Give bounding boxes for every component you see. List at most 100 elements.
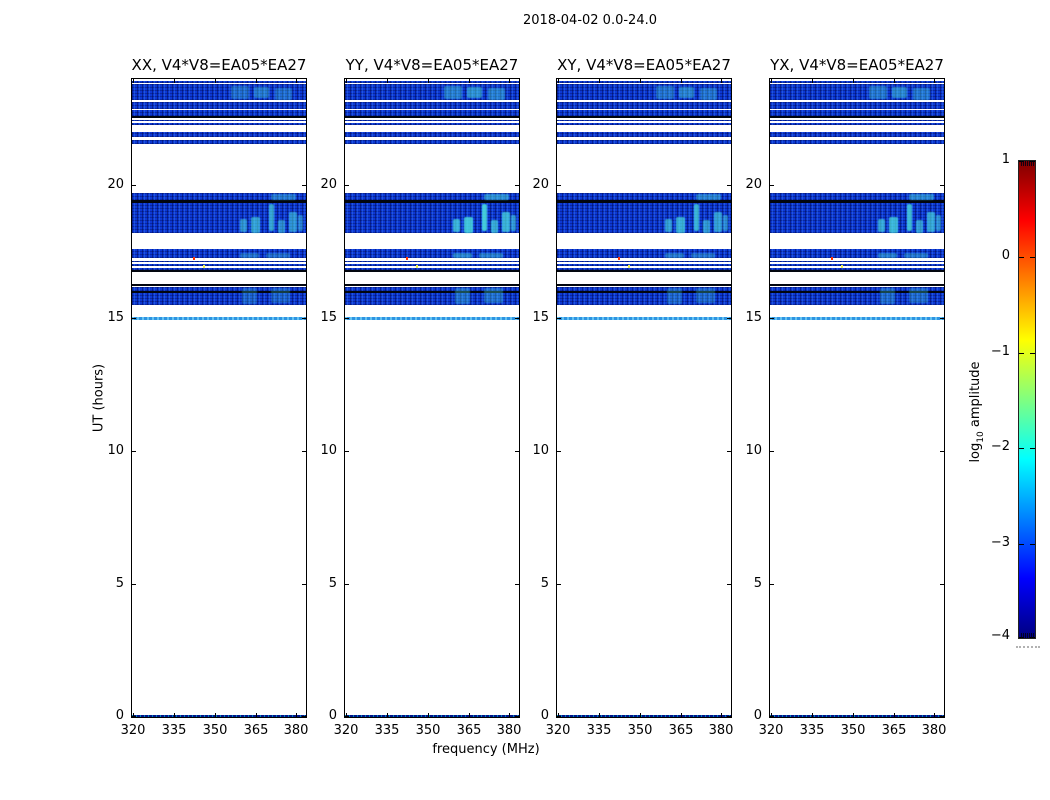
- y-tick: [132, 318, 136, 319]
- x-tick-label: 335: [374, 723, 400, 738]
- x-tick: [894, 713, 895, 717]
- colorbar-minor-tick: [1033, 161, 1034, 166]
- x-tick: [296, 79, 297, 83]
- x-tick: [509, 713, 510, 717]
- rfi-dot: [406, 257, 409, 261]
- spectrum-band-blue: [557, 193, 731, 201]
- x-tick-label: 365: [456, 723, 482, 738]
- y-tick: [345, 451, 349, 452]
- colorbar-tick: [1019, 257, 1024, 258]
- y-tick: [727, 451, 731, 452]
- rfi-streak: [891, 86, 908, 99]
- y-tick-label: 15: [532, 310, 549, 325]
- spectrum-band-blue: [557, 268, 731, 271]
- colorbar-minor-tick: [1021, 633, 1022, 638]
- x-tick: [640, 79, 641, 83]
- x-tick: [469, 713, 470, 717]
- x-tick: [721, 79, 722, 83]
- spectrum-band-blue: [345, 193, 519, 201]
- y-tick: [557, 185, 561, 186]
- x-tick: [681, 79, 682, 83]
- y-tick: [940, 318, 944, 319]
- rfi-dot: [841, 265, 844, 269]
- y-tick: [770, 584, 774, 585]
- x-tick-label: 365: [881, 723, 907, 738]
- colorbar-tick: [1030, 637, 1035, 638]
- rfi-streak: [723, 214, 729, 231]
- spectrum-band-blue: [770, 119, 944, 122]
- y-tick: [302, 185, 306, 186]
- y-tick: [345, 716, 349, 717]
- x-tick-label: 335: [161, 723, 187, 738]
- y-tick: [557, 584, 561, 585]
- spectrum-band-blue: [132, 110, 306, 117]
- y-tick: [515, 451, 519, 452]
- y-tick: [302, 716, 306, 717]
- y-tick: [302, 584, 306, 585]
- spectrum-band-blue: [557, 110, 731, 117]
- rfi-streak: [278, 219, 286, 233]
- spectrum-band-navy: [770, 714, 944, 717]
- rfi-dot: [618, 257, 621, 261]
- y-tick: [515, 716, 519, 717]
- spectrum-band-lightblue: [557, 316, 731, 321]
- x-tick: [256, 713, 257, 717]
- x-tick: [133, 713, 134, 717]
- colorbar: [1018, 160, 1036, 639]
- spectrum-band-black: [345, 200, 519, 204]
- rfi-streak: [251, 217, 260, 233]
- x-tick: [387, 79, 388, 83]
- x-tick-label: 350: [627, 723, 653, 738]
- spectrum-band-blue: [132, 193, 306, 201]
- rfi-streak: [690, 252, 716, 258]
- x-tick-label: 365: [243, 723, 269, 738]
- x-tick: [894, 79, 895, 83]
- spectrum-band-black: [770, 200, 944, 204]
- colorbar-minor-tick: [1023, 633, 1024, 638]
- rfi-streak: [444, 85, 462, 99]
- y-tick: [770, 716, 774, 717]
- y-tick: [515, 185, 519, 186]
- spectrum-band-blue: [557, 119, 731, 122]
- rfi-streak: [664, 218, 672, 233]
- spectrum-band-black: [345, 291, 519, 293]
- x-tick-label: 320: [758, 723, 784, 738]
- rfi-streak: [482, 204, 488, 231]
- spectrum-band-blue: [345, 119, 519, 122]
- panel-title-yy: YY, V4*V8=EA05*EA27: [345, 56, 519, 74]
- spectrum-band-blue: [345, 131, 519, 137]
- x-tick-label: 320: [333, 723, 359, 738]
- spectrum-band-blue: [345, 110, 519, 117]
- y-tick-label: 20: [745, 177, 762, 192]
- rfi-streak: [936, 214, 942, 231]
- spectrum-band-blue: [345, 268, 519, 271]
- spectrum-band-blue: [132, 292, 306, 305]
- x-tick-label: 380: [921, 723, 947, 738]
- x-tick-label: 335: [799, 723, 825, 738]
- x-tick: [599, 713, 600, 717]
- spectrum-band-blue: [770, 203, 944, 234]
- spectrum-band-black: [557, 283, 731, 287]
- y-tick: [557, 318, 561, 319]
- colorbar-minor-tick: [1033, 633, 1034, 638]
- y-tick-label: 5: [328, 576, 337, 591]
- x-tick-label: 350: [415, 723, 441, 738]
- spectrum-band-blue: [557, 264, 731, 267]
- y-tick: [302, 451, 306, 452]
- colorbar-minor-tick: [1029, 633, 1030, 638]
- spectrum-band-blue: [770, 80, 944, 83]
- spectrum-band-blue: [557, 252, 731, 259]
- x-tick-label: 380: [708, 723, 734, 738]
- rfi-streak: [271, 193, 296, 200]
- spectrum-band-black: [770, 291, 944, 293]
- spectrum-band-blue: [132, 119, 306, 122]
- rfi-streak: [696, 193, 721, 200]
- x-tick: [428, 79, 429, 83]
- spectrum-band-blue: [557, 102, 731, 109]
- x-tick: [346, 713, 347, 717]
- spectrum-band-blue: [132, 268, 306, 271]
- spectrum-band-blue: [557, 260, 731, 263]
- spectrum-band-blue: [770, 110, 944, 117]
- colorbar-tick: [1019, 544, 1024, 545]
- y-tick: [132, 185, 136, 186]
